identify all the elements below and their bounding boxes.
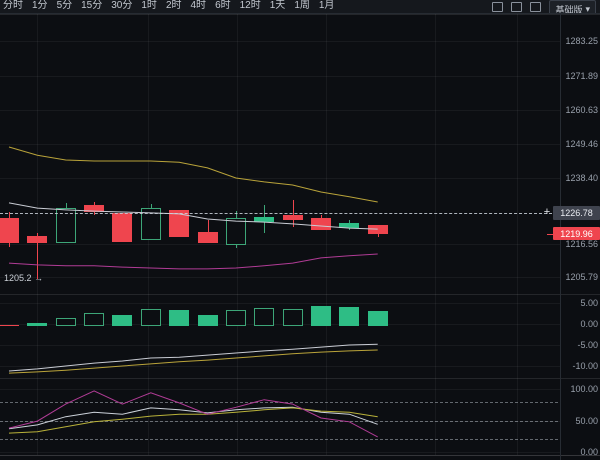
candle — [282, 215, 303, 220]
candle — [0, 218, 19, 244]
h-gridline — [0, 244, 560, 246]
h-gridline — [0, 41, 560, 43]
histogram-bar — [55, 318, 76, 327]
histogram-bar — [84, 313, 105, 327]
overbought-oversold-level — [0, 401, 558, 403]
histogram-bar — [225, 310, 246, 327]
last-price-tick — [547, 233, 555, 235]
candle — [367, 225, 388, 234]
histogram-bar — [367, 310, 388, 327]
time-axis-strip[interactable] — [0, 455, 600, 460]
timeframe-tab[interactable]: 1分 — [32, 0, 48, 11]
chart-view-label: 基础版 — [555, 5, 583, 14]
histogram-bar — [27, 322, 48, 327]
axis-tick-label: 100.00 — [570, 384, 598, 394]
h-gridline — [0, 177, 560, 179]
chevron-down-icon: ▾ — [585, 4, 590, 14]
timeframe-tab[interactable]: 1天 — [269, 0, 286, 11]
axis-tick-label: 0.00 — [580, 319, 598, 329]
h-gridline — [0, 75, 560, 77]
histogram-bar — [0, 324, 19, 327]
axis-tick-label: 5.00 — [580, 298, 598, 308]
panel-divider — [0, 14, 600, 15]
h-gridline — [0, 452, 560, 453]
timeframe-tab[interactable]: 6时 — [215, 0, 231, 11]
candle — [339, 222, 360, 229]
candle — [84, 205, 105, 213]
axis-tick-label: 50.00 — [575, 415, 598, 426]
histogram-bar — [339, 306, 360, 327]
axis-tick-label: -5.00 — [577, 340, 598, 350]
axis-tick-label: 1205.79 — [565, 271, 598, 282]
h-gridline — [0, 276, 560, 278]
h-gridline — [0, 144, 560, 146]
chart-area[interactable] — [0, 14, 560, 460]
timeframe-tab[interactable]: 1时 — [141, 0, 157, 11]
timeframe-tab[interactable]: 1周 — [294, 0, 310, 11]
chart-view-selector[interactable]: 基础版 ▾ — [549, 0, 596, 14]
histogram-bar — [140, 308, 161, 327]
timeframe-tabs: 分时 1分 5分 15分 30分 1时 2时 4时 6时 12时 1天 1周 1月 — [0, 0, 334, 13]
candle — [197, 232, 218, 244]
timeframe-tab[interactable]: 12时 — [239, 0, 261, 11]
v-gridline — [517, 14, 518, 455]
h-gridline — [0, 303, 560, 304]
axis-tick-label: 1216.56 — [565, 239, 598, 250]
settings-icon[interactable] — [511, 2, 523, 12]
h-gridline — [0, 324, 560, 325]
candle-wick — [207, 219, 209, 244]
histogram-bar — [282, 308, 303, 327]
axis-tick-label: 1283.25 — [565, 36, 598, 47]
panel-divider — [0, 378, 600, 379]
axis-tick-label: 1249.46 — [565, 139, 598, 150]
histogram-bar — [310, 305, 331, 327]
low-price-annotation: 1205.2 → — [4, 272, 44, 283]
axis-tick-label: 1238.40 — [565, 172, 598, 183]
fullscreen-icon[interactable] — [530, 2, 542, 12]
h-gridline — [0, 389, 560, 390]
timeframe-tab[interactable]: 15分 — [81, 0, 103, 11]
crosshair-plus-icon: + — [543, 206, 551, 218]
timeframe-tab[interactable]: 4时 — [190, 0, 207, 11]
h-gridline — [0, 110, 560, 112]
histogram-bar — [197, 315, 218, 327]
candle — [112, 212, 133, 243]
h-gridline — [0, 345, 560, 346]
indicator-icon[interactable] — [492, 2, 504, 12]
last-price-badge: 1219.96 — [553, 227, 600, 241]
candle — [254, 216, 275, 223]
candle — [310, 218, 331, 230]
chart-toolbar: 分时 1分 5分 15分 30分 1时 2时 4时 6时 12时 1天 1周 1月 基础版 ▾ — [0, 0, 600, 14]
axis-tick-label: -10.00 — [572, 361, 598, 371]
candle — [225, 218, 246, 245]
timeframe-tab[interactable]: 30分 — [111, 0, 133, 11]
v-gridline — [435, 14, 436, 455]
candle — [27, 236, 48, 244]
toolbar-tools: 基础版 ▾ — [492, 0, 600, 14]
panel-divider — [0, 455, 600, 456]
timeframe-tab[interactable]: 1月 — [318, 0, 335, 11]
histogram-bar — [169, 310, 190, 327]
timeframe-tab[interactable]: 2时 — [165, 0, 182, 11]
h-gridline — [0, 366, 560, 367]
axis-tick-label: 1260.63 — [565, 105, 598, 116]
v-gridline — [326, 14, 327, 455]
crosshair-price-badge: 1226.78 — [553, 206, 600, 220]
overbought-oversold-level — [0, 420, 558, 422]
histogram-bar — [112, 315, 133, 327]
timeframe-tab[interactable]: 分时 — [3, 0, 23, 11]
axis-tick-label: 0.00 — [580, 447, 598, 457]
crosshair-line — [0, 213, 552, 214]
overbought-oversold-level — [0, 439, 558, 441]
panel-divider — [0, 294, 600, 295]
timeframe-tab[interactable]: 5分 — [56, 0, 73, 11]
axis-tick-label: 1271.89 — [565, 70, 598, 81]
histogram-bar — [254, 308, 275, 327]
